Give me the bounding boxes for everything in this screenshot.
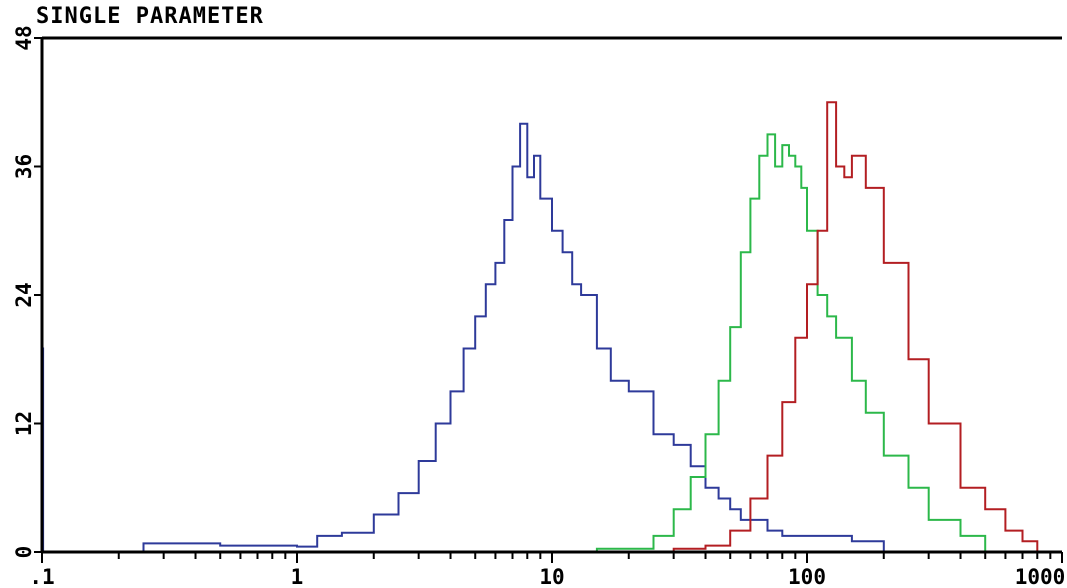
series-line-1 <box>42 124 884 552</box>
series-layer <box>42 102 1037 552</box>
x-tick-label: 1000 <box>1015 565 1066 588</box>
y-tick-label: 12 <box>12 411 36 436</box>
x-tick-label: 1 <box>291 565 304 588</box>
series-line-3 <box>674 102 1038 552</box>
y-tick-label: 36 <box>12 154 36 179</box>
y-tick-label: 0 <box>12 546 36 559</box>
axis-layer: .1 1 10 100 1000 0 12 24 36 48 <box>12 25 1065 588</box>
x-tick-label: 100 <box>788 565 826 588</box>
x-tick-label: .1 <box>29 565 54 588</box>
y-tick-label: 48 <box>12 25 36 50</box>
series-line-2 <box>597 134 985 552</box>
x-tick-label: 10 <box>539 565 564 588</box>
y-tick-label: 24 <box>12 282 36 307</box>
